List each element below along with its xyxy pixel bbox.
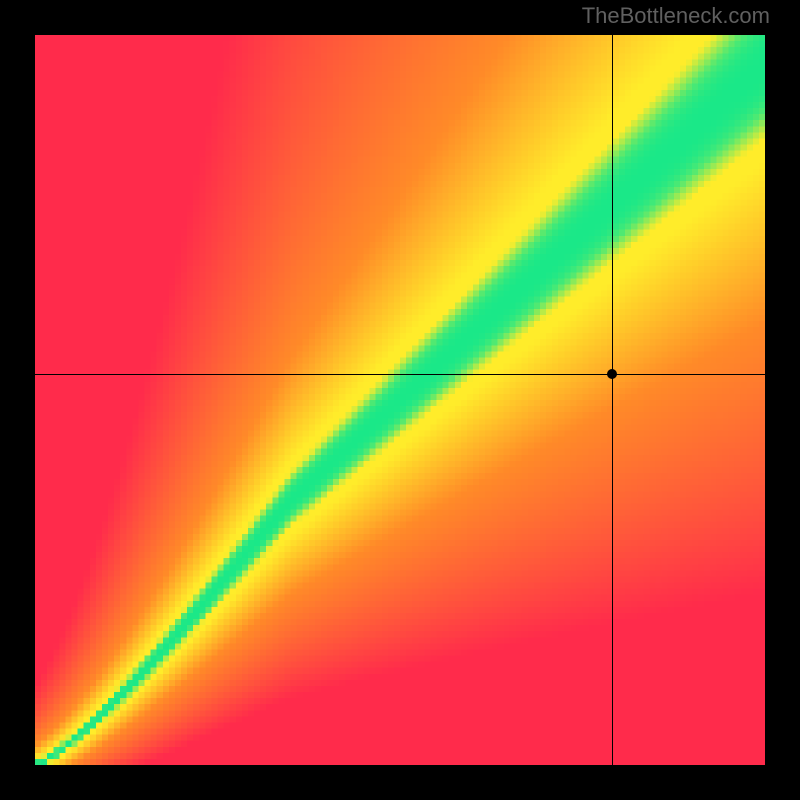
watermark-text: TheBottleneck.com xyxy=(582,3,770,29)
heatmap-canvas xyxy=(35,35,765,765)
crosshair-vertical xyxy=(612,35,613,765)
crosshair-horizontal xyxy=(35,374,765,375)
crosshair-marker xyxy=(607,369,617,379)
bottleneck-heatmap xyxy=(35,35,765,765)
